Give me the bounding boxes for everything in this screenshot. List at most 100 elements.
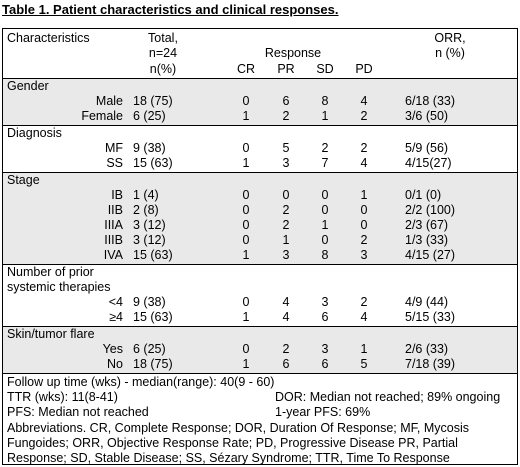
sd-value: 2: [321, 141, 329, 155]
sd-value: 6: [321, 310, 329, 324]
total-value: 1 (4): [133, 188, 159, 202]
sd-value: 1: [321, 109, 329, 123]
pd-value: 2: [360, 295, 368, 309]
pd-value: 0: [360, 218, 368, 232]
orr-value: 7/18 (39): [405, 357, 456, 371]
pr-value: 2: [282, 342, 290, 356]
footer-pfs: PFS: Median not reached: [7, 405, 149, 419]
footer-pfs-1yr: 1-year PFS: 69%: [275, 405, 371, 419]
pr-value: 6: [282, 357, 290, 371]
row-label: MF: [104, 141, 123, 155]
header-orr-line2: n (%): [435, 46, 465, 60]
footer-dor: DOR: Median not reached; 89% ongoing: [275, 390, 501, 404]
orr-value: 5/9 (56): [405, 141, 449, 155]
orr-value: 4/15 (27): [405, 248, 456, 262]
header-orr-line1: ORR,: [434, 31, 466, 45]
pr-value: 0: [282, 188, 290, 202]
orr-value: 4/15(27): [405, 156, 452, 170]
pd-value: 5: [360, 357, 368, 371]
header-pd: PD: [355, 62, 373, 76]
pd-value: 1: [360, 342, 368, 356]
header-total-line2: n=24: [148, 46, 178, 60]
cr-value: 1: [242, 156, 250, 170]
pr-value: 5: [282, 141, 290, 155]
header-sd: SD: [316, 62, 334, 76]
patient-characteristics-table: Characteristics Total, n=24 n(%) Respons…: [2, 28, 518, 465]
row-divider: [3, 172, 517, 173]
pr-value: 1: [282, 233, 290, 247]
sd-value: 3: [321, 342, 329, 356]
section-shading: [3, 327, 517, 373]
row-divider: [3, 78, 517, 79]
pr-value: 4: [282, 310, 290, 324]
pd-value: 1: [360, 188, 368, 202]
row-label: No: [107, 357, 123, 371]
section-label: Skin/tumor flare: [7, 327, 95, 341]
cr-value: 0: [242, 295, 250, 309]
sd-value: 3: [321, 295, 329, 309]
pr-value: 2: [282, 203, 290, 217]
pr-value: 2: [282, 109, 290, 123]
pd-value: 4: [360, 310, 368, 324]
row-label: Yes: [102, 342, 123, 356]
sd-value: 0: [321, 188, 329, 202]
header-response: Response: [264, 46, 322, 60]
section-label-line2: systemic therapies: [7, 280, 111, 294]
orr-value: 0/1 (0): [405, 188, 442, 202]
row-divider: [3, 264, 517, 265]
total-value: 9 (38): [133, 295, 166, 309]
cr-value: 0: [242, 342, 250, 356]
total-value: 3 (12): [133, 233, 166, 247]
footer-abbreviations: Abbreviations. CR, Complete Response; DO…: [7, 421, 469, 465]
row-label: IB: [111, 188, 123, 202]
cr-value: 1: [242, 109, 250, 123]
orr-value: 1/3 (33): [405, 233, 449, 247]
header-total-line1: Total,: [148, 31, 178, 45]
total-value: 9 (38): [133, 141, 166, 155]
header-total-line3: n(%): [149, 62, 177, 76]
sd-value: 0: [321, 203, 329, 217]
sd-value: 8: [321, 248, 329, 262]
row-label: Male: [95, 94, 123, 108]
cr-value: 1: [242, 248, 250, 262]
row-divider: [3, 326, 517, 327]
header-characteristics: Characteristics: [7, 31, 90, 45]
section-label: Gender: [7, 79, 49, 93]
pr-value: 4: [282, 295, 290, 309]
pr-value: 6: [282, 94, 290, 108]
section-label: Stage: [7, 173, 40, 187]
pd-value: 0: [360, 203, 368, 217]
header-pr: PR: [277, 62, 295, 76]
cr-value: 0: [242, 218, 250, 232]
section-label: Diagnosis: [7, 126, 62, 140]
section-label: Number of prior: [7, 265, 94, 279]
row-label: SS: [106, 156, 123, 170]
cr-value: 0: [242, 203, 250, 217]
footer-follow-up: Follow up time (wks) - median(range): 40…: [7, 375, 275, 389]
row-label: <4: [108, 295, 123, 309]
orr-value: 2/2 (100): [405, 203, 456, 217]
sd-value: 7: [321, 156, 329, 170]
pd-value: 2: [360, 109, 368, 123]
total-value: 6 (25): [133, 342, 166, 356]
orr-value: 2/6 (33): [405, 342, 449, 356]
pr-value: 3: [282, 248, 290, 262]
row-label: IIIB: [104, 233, 123, 247]
pd-value: 2: [360, 141, 368, 155]
pd-value: 4: [360, 94, 368, 108]
total-value: 2 (8): [133, 203, 159, 217]
total-value: 6 (25): [133, 109, 166, 123]
total-value: 15 (63): [133, 156, 173, 170]
header-cr: CR: [236, 62, 256, 76]
total-value: 15 (63): [133, 310, 173, 324]
orr-value: 6/18 (33): [405, 94, 456, 108]
pd-value: 4: [360, 156, 368, 170]
pd-value: 3: [360, 248, 368, 262]
sd-value: 0: [321, 233, 329, 247]
row-divider: [3, 373, 517, 374]
orr-value: 4/9 (44): [405, 295, 449, 309]
total-value: 3 (12): [133, 218, 166, 232]
orr-value: 3/6 (50): [405, 109, 449, 123]
pd-value: 2: [360, 233, 368, 247]
